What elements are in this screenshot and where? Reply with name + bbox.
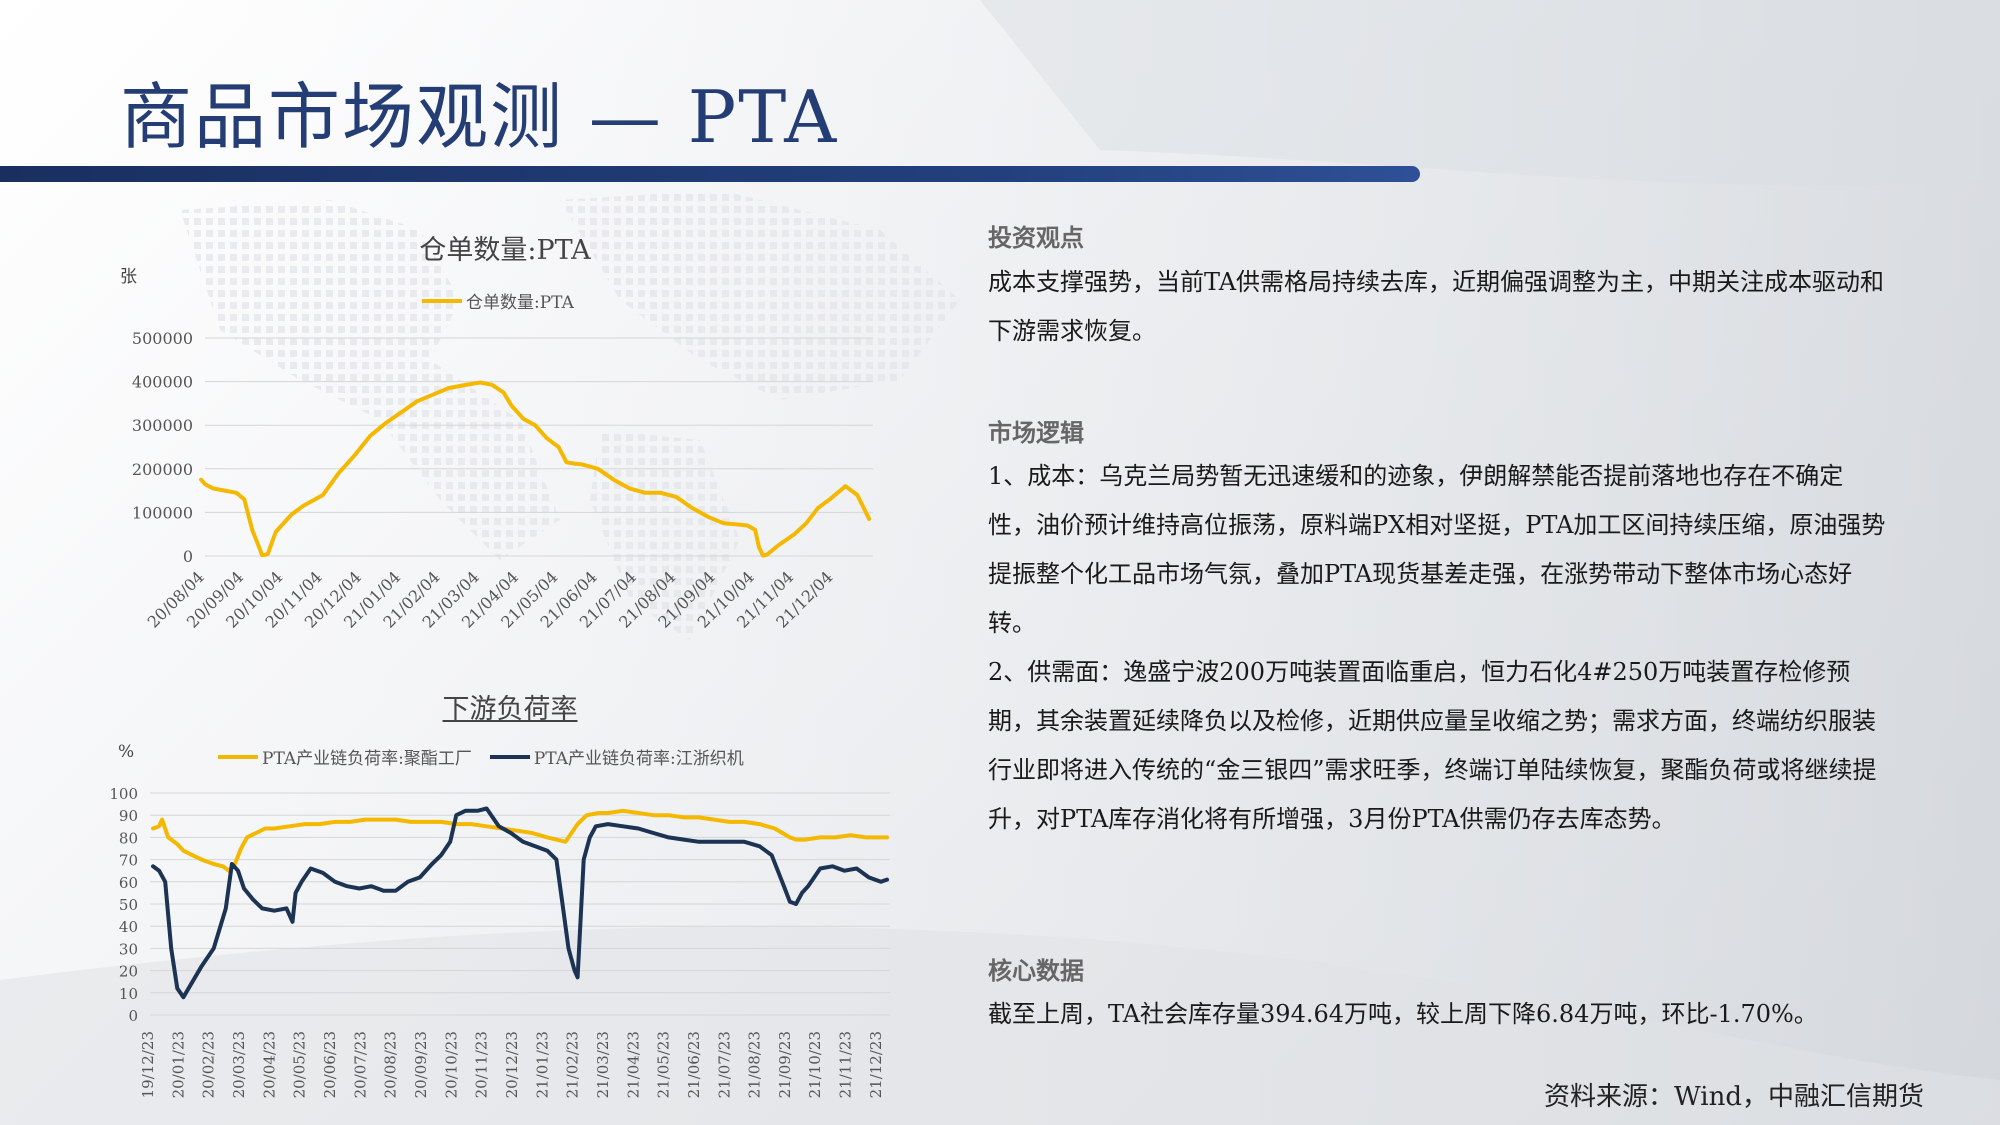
chart2-legend-item-weaving: PTA产业链负荷率:江浙织机 bbox=[489, 744, 744, 769]
chart2-y-tick-label: 50 bbox=[119, 896, 138, 914]
chart2-series-line-0 bbox=[151, 808, 889, 873]
chart2-y-tick-label: 80 bbox=[119, 829, 138, 847]
chart2-y-tick-label: 30 bbox=[119, 940, 138, 958]
chart2-x-tick-label: 21/11/23 bbox=[837, 1031, 855, 1098]
chart1-y-unit: 张 bbox=[120, 267, 137, 287]
chart2-plot: 0 10 20 30 40 50 60 70 80 90 100 19/12/23 20/01/23 20… bbox=[109, 785, 890, 1098]
chart2-y-tick-label: 40 bbox=[119, 918, 138, 936]
chart1-title: 仓单数量:PTA bbox=[419, 235, 591, 266]
chart2-x-tick-label: 21/12/23 bbox=[867, 1031, 885, 1098]
chart2-y-tick-label: 20 bbox=[119, 963, 138, 981]
chart2-x-tick-label: 21/08/23 bbox=[746, 1031, 764, 1098]
chart2-x-tick-label: 21/03/23 bbox=[594, 1031, 612, 1098]
chart2-legend: PTA产业链负荷率:聚酯工厂 PTA产业链负荷率:江浙织机 bbox=[218, 744, 762, 769]
chart2-x-tick-label: 20/02/23 bbox=[200, 1031, 218, 1098]
market-logic-text-supply-demand: 2、供需面：逸盛宁波200万吨装置面临重启，恒力石化4#250万吨装置存检修预期… bbox=[988, 658, 1877, 833]
chart2-x-tick-label: 21/04/23 bbox=[624, 1031, 642, 1098]
chart1-legend: 仓单数量:PTA bbox=[422, 288, 592, 313]
chart2-x-tick-label: 20/08/23 bbox=[382, 1031, 400, 1098]
chart1-y-tick-label: 0 bbox=[183, 547, 193, 566]
chart1-legend-label: 仓单数量:PTA bbox=[466, 293, 574, 313]
chart2-x-tick-label: 21/06/23 bbox=[685, 1031, 703, 1098]
chart2-legend-swatch-weaving bbox=[489, 754, 530, 759]
chart2-x-tick-label: 21/07/23 bbox=[715, 1031, 733, 1098]
chart2-legend-item-polyester: PTA产业链负荷率:聚酯工厂 bbox=[218, 744, 472, 769]
chart1-y-tick-label: 200000 bbox=[132, 460, 193, 479]
chart2-y-tick-label: 90 bbox=[119, 807, 138, 825]
chart2-legend-label-polyester: PTA产业链负荷率:聚酯工厂 bbox=[262, 749, 472, 769]
data-source-note: 资料来源：Wind，中融汇信期货 bbox=[1544, 1082, 1924, 1112]
chart2-x-tick-label: 20/01/23 bbox=[169, 1031, 187, 1098]
chart2-x-tick-label: 21/09/23 bbox=[776, 1031, 794, 1098]
investment-view-text: 成本支撑强势，当前TA供需格局持续去库，近期偏强调整为主，中期关注成本驱动和下游… bbox=[988, 268, 1885, 345]
chart2-x-tick-label: 20/03/23 bbox=[230, 1031, 248, 1098]
chart2-x-tick-label: 21/02/23 bbox=[564, 1031, 582, 1098]
chart1-series-line-0 bbox=[199, 380, 872, 558]
chart1-y-tick-label: 400000 bbox=[132, 373, 193, 392]
chart2-x-tick-label: 20/10/23 bbox=[442, 1031, 460, 1098]
chart2-x-tick-label: 20/04/23 bbox=[260, 1031, 278, 1098]
chart2-y-tick-label: 10 bbox=[119, 985, 138, 1003]
chart2-x-tick-label: 20/12/23 bbox=[503, 1031, 521, 1098]
chart2-x-tick-label: 20/06/23 bbox=[321, 1031, 339, 1098]
section-heading-investment-view: 投资观点 bbox=[988, 224, 1084, 252]
chart2-x-tick-label: 20/09/23 bbox=[412, 1031, 430, 1098]
chart2-y-tick-label: 70 bbox=[119, 852, 138, 870]
chart2-series-line-1 bbox=[151, 806, 889, 1000]
chart1-y-tick-label: 300000 bbox=[132, 416, 193, 435]
title-underline-bar bbox=[0, 166, 1420, 182]
chart2-x-tick-label: 20/05/23 bbox=[291, 1031, 309, 1098]
chart2-legend-label-weaving: PTA产业链负荷率:江浙织机 bbox=[533, 749, 744, 769]
chart2-x-tick-label: 20/11/23 bbox=[473, 1031, 491, 1098]
market-logic-text-cost: 1、成本：乌克兰局势暂无迅速缓和的迹象，伊朗解禁能否提前落地也存在不确定性，油价… bbox=[988, 462, 1886, 637]
chart2-x-tick-label: 21/01/23 bbox=[533, 1031, 551, 1098]
chart1-legend-item: 仓单数量:PTA bbox=[422, 288, 574, 313]
chart2-x-tick-label: 21/10/23 bbox=[806, 1031, 824, 1098]
chart2-x-tick-label: 21/05/23 bbox=[655, 1031, 673, 1098]
chart2-legend-swatch-polyester bbox=[218, 754, 258, 759]
chart2-y-tick-label: 0 bbox=[128, 1007, 138, 1025]
core-data-text: 截至上周，TA社会库存量394.64万吨，较上周下降6.84万吨，环比-1.70… bbox=[988, 1000, 1818, 1028]
chart1-y-tick-label: 100000 bbox=[132, 503, 193, 522]
chart2-x-tick-label: 20/07/23 bbox=[351, 1031, 369, 1098]
page-title: 商品市场观测 — PTA bbox=[120, 75, 839, 159]
chart2-title: 下游负荷率 bbox=[442, 694, 578, 725]
chart1-legend-swatch bbox=[422, 298, 462, 303]
section-heading-core-data: 核心数据 bbox=[988, 957, 1084, 985]
section-heading-market-logic: 市场逻辑 bbox=[988, 419, 1084, 447]
chart1-y-tick-label: 500000 bbox=[132, 329, 193, 348]
chart2-x-tick-label: 19/12/23 bbox=[139, 1031, 157, 1098]
chart2-y-unit: % bbox=[118, 742, 135, 762]
chart1-plot: 010000020000030000040000050000020/08/042… bbox=[132, 329, 873, 632]
chart2-y-tick-label: 100 bbox=[109, 785, 138, 803]
chart2-y-tick-label: 60 bbox=[119, 874, 138, 892]
